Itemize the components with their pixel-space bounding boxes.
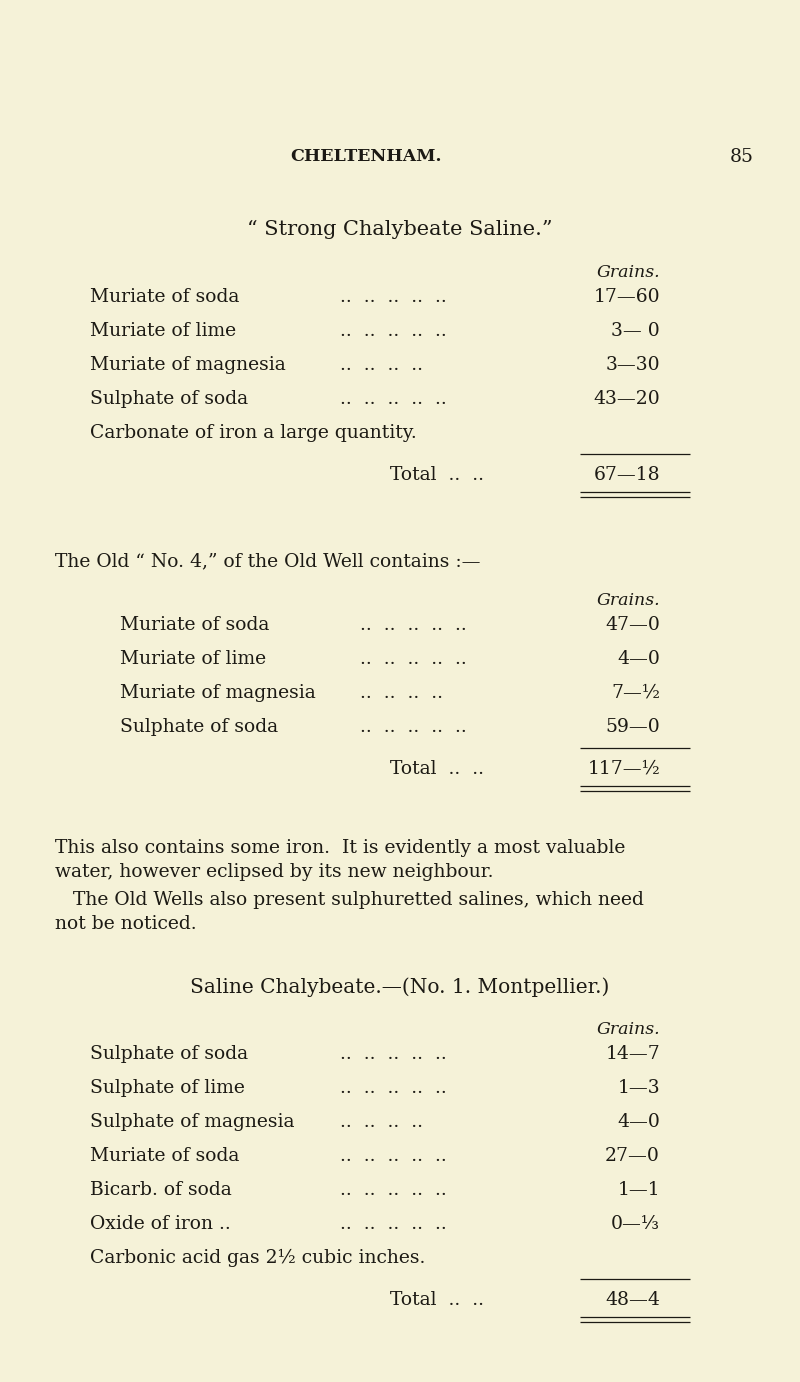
Text: ..  ..  ..  ..  ..: .. .. .. .. .. [360,650,466,668]
Text: 4—0: 4—0 [617,650,660,668]
Text: ..  ..  ..  ..  ..: .. .. .. .. .. [340,1182,446,1200]
Text: The Old “ No. 4,” of the Old Well contains :—: The Old “ No. 4,” of the Old Well contai… [55,551,481,569]
Text: Bicarb. of soda: Bicarb. of soda [90,1182,232,1200]
Text: 17—60: 17—60 [594,287,660,305]
Text: 27—0: 27—0 [605,1147,660,1165]
Text: ..  ..  ..  ..  ..: .. .. .. .. .. [340,1045,446,1063]
Text: Oxide of iron ..: Oxide of iron .. [90,1215,230,1233]
Text: Muriate of soda: Muriate of soda [90,287,239,305]
Text: Muriate of soda: Muriate of soda [90,1147,239,1165]
Text: 48—4: 48—4 [605,1291,660,1309]
Text: 117—½: 117—½ [587,760,660,778]
Text: ..  ..  ..  ..  ..: .. .. .. .. .. [340,1079,446,1097]
Text: Carbonic acid gas 2½ cubic inches.: Carbonic acid gas 2½ cubic inches. [90,1249,426,1267]
Text: Total  ..  ..: Total .. .. [390,760,484,778]
Text: Muriate of soda: Muriate of soda [120,616,270,634]
Text: Grains.: Grains. [596,591,660,609]
Text: 43—20: 43—20 [594,390,660,408]
Text: “ Strong Chalybeate Saline.”: “ Strong Chalybeate Saline.” [247,220,553,239]
Text: ..  ..  ..  ..  ..: .. .. .. .. .. [340,322,446,340]
Text: 1—3: 1—3 [618,1079,660,1097]
Text: 47—0: 47—0 [605,616,660,634]
Text: ..  ..  ..  ..  ..: .. .. .. .. .. [340,1147,446,1165]
Text: Grains.: Grains. [596,264,660,281]
Text: 4—0: 4—0 [617,1113,660,1130]
Text: Muriate of magnesia: Muriate of magnesia [120,684,316,702]
Text: Muriate of lime: Muriate of lime [90,322,236,340]
Text: Sulphate of soda: Sulphate of soda [90,390,248,408]
Text: The Old Wells also present sulphuretted salines, which need: The Old Wells also present sulphuretted … [55,891,644,909]
Text: not be noticed.: not be noticed. [55,915,197,933]
Text: ..  ..  ..  ..: .. .. .. .. [340,357,423,375]
Text: ..  ..  ..  ..  ..: .. .. .. .. .. [360,719,466,737]
Text: Total  ..  ..: Total .. .. [390,466,484,484]
Text: This also contains some iron.  It is evidently a most valuable: This also contains some iron. It is evid… [55,839,626,857]
Text: ..  ..  ..  ..: .. .. .. .. [360,684,443,702]
Text: Muriate of lime: Muriate of lime [120,650,266,668]
Text: 85: 85 [730,148,754,166]
Text: ..  ..  ..  ..  ..: .. .. .. .. .. [340,390,446,408]
Text: Total  ..  ..: Total .. .. [390,1291,484,1309]
Text: ..  ..  ..  ..: .. .. .. .. [340,1113,423,1130]
Text: Muriate of magnesia: Muriate of magnesia [90,357,286,375]
Text: ..  ..  ..  ..  ..: .. .. .. .. .. [340,1215,446,1233]
Text: ..  ..  ..  ..  ..: .. .. .. .. .. [360,616,466,634]
Text: ..  ..  ..  ..  ..: .. .. .. .. .. [340,287,446,305]
Text: CHELTENHAM.: CHELTENHAM. [290,148,442,164]
Text: Sulphate of soda: Sulphate of soda [120,719,278,737]
Text: 0—⅓: 0—⅓ [611,1215,660,1233]
Text: Sulphate of magnesia: Sulphate of magnesia [90,1113,294,1130]
Text: water, however eclipsed by its new neighbour.: water, however eclipsed by its new neigh… [55,862,494,880]
Text: 59—0: 59—0 [606,719,660,737]
Text: 1—1: 1—1 [618,1182,660,1200]
Text: 67—18: 67—18 [594,466,660,484]
Text: Sulphate of lime: Sulphate of lime [90,1079,245,1097]
Text: Carbonate of iron a large quantity.: Carbonate of iron a large quantity. [90,424,417,442]
Text: 14—7: 14—7 [606,1045,660,1063]
Text: Saline Chalybeate.—(No. 1. Montpellier.): Saline Chalybeate.—(No. 1. Montpellier.) [190,977,610,996]
Text: 7—½: 7—½ [611,684,660,702]
Text: Grains.: Grains. [596,1021,660,1038]
Text: Sulphate of soda: Sulphate of soda [90,1045,248,1063]
Text: 3—30: 3—30 [606,357,660,375]
Text: 3— 0: 3— 0 [611,322,660,340]
